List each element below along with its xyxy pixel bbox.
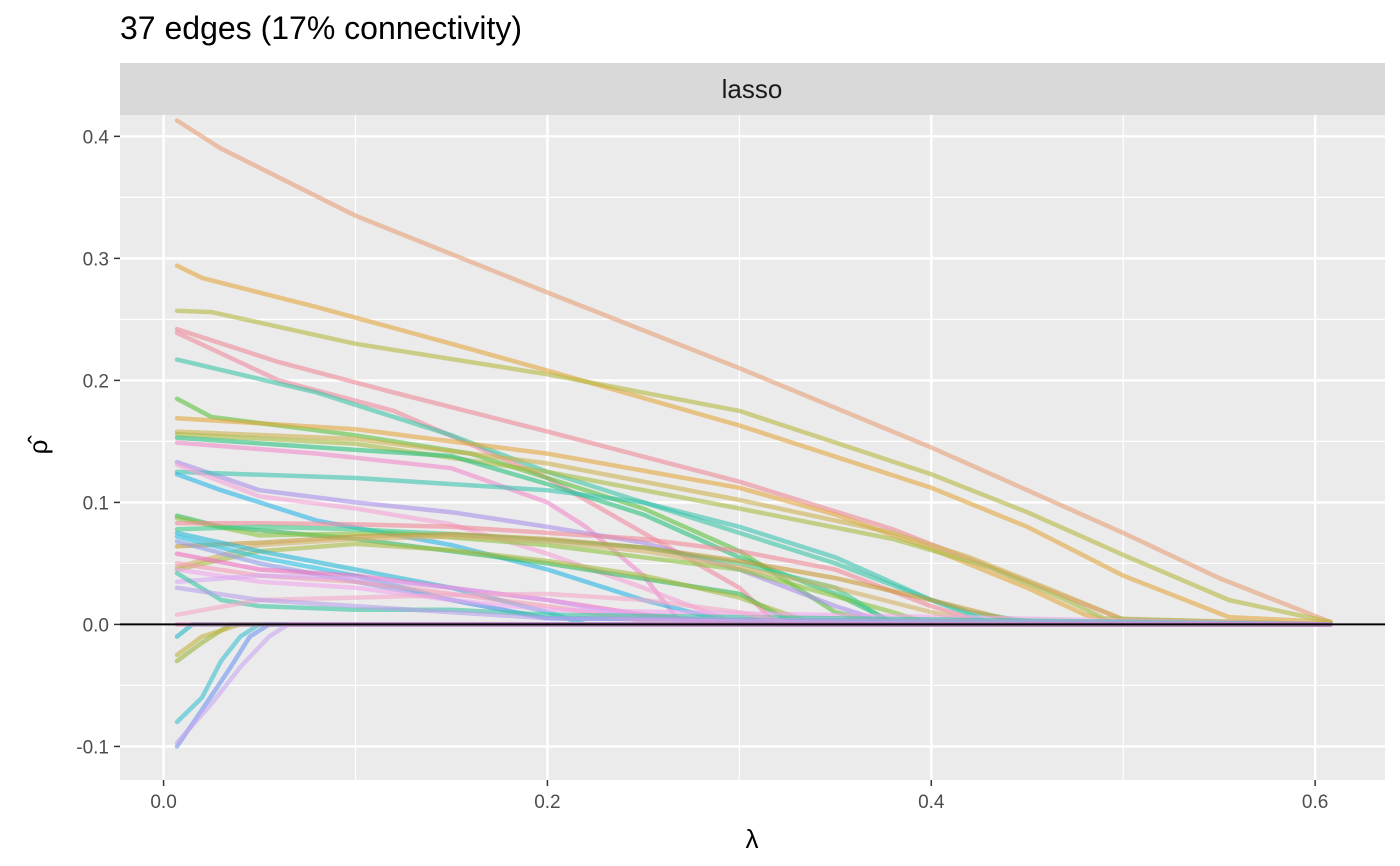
y-axis-title: ρ̂ — [23, 435, 53, 455]
chart-title: 37 edges (17% connectivity) — [120, 10, 522, 46]
series-line-21 — [174, 531, 1333, 627]
series-line-19 — [174, 520, 1333, 627]
grid-minor — [120, 115, 1385, 809]
x-axis-title: λ — [746, 824, 759, 854]
x-tick-label: 0.0 — [150, 792, 176, 813]
series-line-31 — [174, 570, 1333, 627]
facet-strip — [120, 63, 1385, 115]
y-tick-label: 0.1 — [83, 493, 109, 514]
facet-strip-label: lasso — [722, 74, 783, 104]
series-line-1 — [174, 118, 1333, 625]
x-tick-label: 0.6 — [1302, 792, 1328, 813]
x-tick-label: 0.2 — [534, 792, 560, 813]
y-axis: -0.1 0.0 0.1 0.2 0.3 0.4 — [76, 127, 120, 758]
series-line-14 — [174, 469, 1333, 627]
y-tick-label: 0.2 — [83, 371, 109, 392]
series-line-9 — [174, 429, 1333, 627]
y-tick-label: 0.4 — [83, 127, 110, 148]
y-tick-label: 0.3 — [83, 249, 109, 270]
x-axis: 0.0 0.2 0.4 0.6 — [150, 780, 1328, 813]
x-tick-label: 0.4 — [918, 792, 945, 813]
y-tick-label: -0.1 — [76, 737, 109, 758]
y-tick-label: 0.0 — [83, 615, 109, 636]
series-line-2 — [174, 263, 1333, 625]
series-line-33 — [174, 585, 1333, 627]
series-line-29 — [174, 567, 1333, 627]
series-line-3 — [174, 308, 1333, 625]
